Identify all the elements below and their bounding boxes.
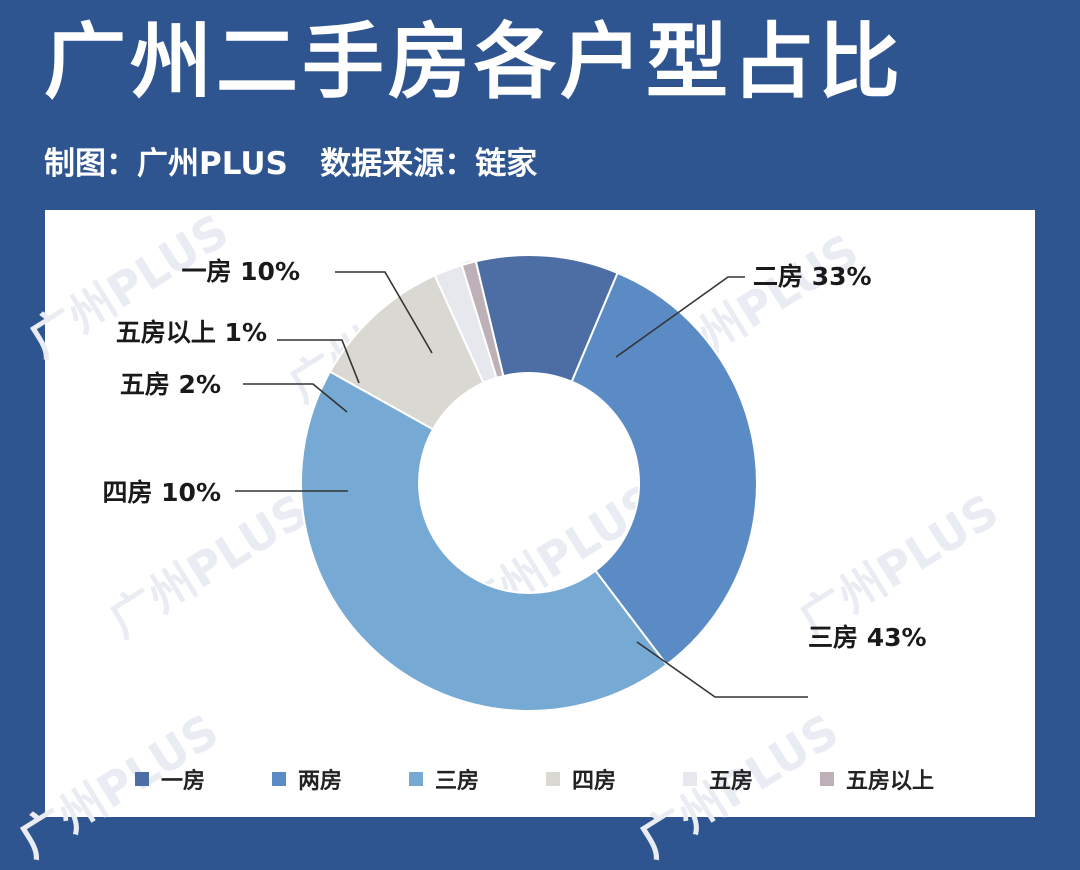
donut-slice-6 bbox=[460, 260, 505, 380]
chart-legend: 一房 两房 三房 四房 五房 五房以上 bbox=[135, 763, 980, 795]
legend-swatch bbox=[135, 772, 149, 786]
leader-line-3 bbox=[636, 641, 808, 698]
donut-chart: 一房 10% 二房 33% 三房 43% 四房 10% 五房 2% 五房以上 1% bbox=[102, 254, 927, 712]
slice-label-3: 三房 43% bbox=[808, 623, 927, 652]
legend-label: 两房 bbox=[298, 769, 343, 794]
donut-slice-2 bbox=[570, 271, 758, 667]
donut-slice-3 bbox=[300, 370, 669, 712]
legend-item-4: 四房 bbox=[546, 763, 683, 795]
legend-label: 一房 bbox=[161, 769, 206, 794]
legend-swatch bbox=[272, 772, 286, 786]
leader-line-6 bbox=[277, 339, 360, 384]
legend-item-6: 五房以上 bbox=[820, 763, 980, 795]
legend-swatch bbox=[409, 772, 423, 786]
legend-swatch bbox=[546, 772, 560, 786]
leader-line-1 bbox=[335, 271, 433, 354]
leader-line-5 bbox=[243, 383, 348, 413]
legend-swatch bbox=[683, 772, 697, 786]
legend-label: 五房以上 bbox=[846, 769, 935, 794]
slice-label-4: 四房 10% bbox=[102, 478, 221, 507]
legend-item-3: 三房 bbox=[409, 763, 546, 795]
legend-label: 五房 bbox=[709, 769, 754, 794]
chart-subtitle: 制图：广州PLUS 数据来源：链家 bbox=[44, 146, 538, 182]
slice-label-5: 五房 2% bbox=[120, 370, 221, 399]
slice-label-2: 二房 33% bbox=[753, 262, 872, 291]
legend-item-5: 五房 bbox=[683, 763, 820, 795]
legend-label: 四房 bbox=[572, 769, 617, 794]
legend-swatch bbox=[820, 772, 834, 786]
slice-label-6: 五房以上 1% bbox=[116, 318, 267, 347]
legend-item-2: 两房 bbox=[272, 763, 409, 795]
chart-card: 广州PLUS 广州PLUS 广州PLUS 广州PLUS 广州PLUS 广州PLU… bbox=[9, 203, 1035, 868]
legend-label: 三房 bbox=[435, 769, 480, 794]
leader-line-2 bbox=[615, 276, 745, 358]
slice-label-1: 一房 10% bbox=[181, 257, 300, 286]
legend-item-1: 一房 bbox=[135, 763, 272, 795]
chart-title: 广州二手房各户型占比 bbox=[44, 15, 905, 110]
